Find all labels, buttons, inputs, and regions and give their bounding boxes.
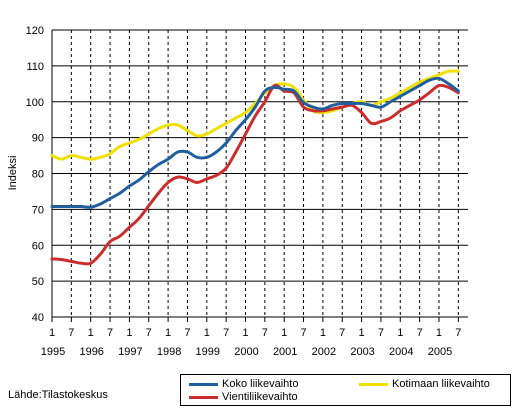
series-line-koko: [50, 76, 460, 209]
series-layer: [50, 69, 460, 266]
y-tick-label: 60: [32, 240, 44, 252]
x-year-label: 2005: [428, 346, 452, 358]
x-year-label: 1996: [79, 346, 103, 358]
x-year-label: 2001: [273, 346, 297, 358]
x-year-label: 2002: [312, 346, 336, 358]
x-year-label: 2003: [350, 346, 374, 358]
x-month-label: 1: [204, 327, 210, 339]
y-tick-label: 50: [32, 276, 44, 288]
legend-label-koko: Koko liikevaihto: [222, 378, 299, 390]
legend-item-koko: Koko liikevaihto: [189, 378, 298, 390]
legend-label-vienti: Vientiliikevaihto: [222, 391, 298, 403]
x-month-label: 7: [184, 327, 190, 339]
grid-layer: [52, 29, 468, 318]
x-month-label: 1: [242, 327, 248, 339]
x-month-label: 7: [378, 327, 384, 339]
series-line-vienti: [50, 83, 460, 266]
x-month-label: 7: [339, 327, 345, 339]
x-month-label: 7: [262, 327, 268, 339]
legend-item-kotimaan: Kotimaan liikevaihto: [359, 378, 490, 390]
x-year-label: 1995: [41, 346, 65, 358]
legend-swatch-koko: [189, 382, 218, 386]
legend-swatch-vienti: [189, 395, 218, 399]
x-year-label: 1997: [118, 346, 142, 358]
chart-legend: Koko liikevaihto Vientiliikevaihto Kotim…: [180, 374, 511, 406]
x-month-label: 1: [359, 327, 365, 339]
y-tick-label: 90: [32, 133, 44, 145]
x-month-label: 7: [146, 327, 152, 339]
y-axis: 40 50 60 70 80 90 100 110 120: [26, 25, 53, 324]
x-month-label: 7: [68, 327, 74, 339]
y-tick-label: 100: [26, 97, 44, 109]
x-month-label: 7: [455, 327, 461, 339]
y-axis-title: Indeksi: [7, 156, 19, 191]
x-month-label: 7: [223, 327, 229, 339]
x-year-label: 1999: [196, 346, 220, 358]
x-month-label: 1: [436, 327, 442, 339]
x-year-label: 2000: [234, 346, 258, 358]
legend-item-vienti: Vientiliikevaihto: [189, 391, 298, 403]
y-tick-label: 110: [26, 61, 44, 73]
x-year-label: 1998: [157, 346, 181, 358]
x-month-label: 7: [300, 327, 306, 339]
x-month-label: 1: [126, 327, 132, 339]
x-year-label: 2004: [389, 346, 413, 358]
x-month-label: 1: [165, 327, 171, 339]
y-tick-label: 120: [26, 25, 44, 37]
legend-label-kotimaan: Kotimaan liikevaihto: [392, 378, 490, 390]
x-month-label: 7: [107, 327, 113, 339]
y-tick-label: 70: [32, 204, 44, 216]
x-month-label: 1: [49, 327, 55, 339]
x-month-label: 7: [417, 327, 423, 339]
source-label: Lähde:Tilastokeskus: [8, 389, 108, 401]
x-month-label: 1: [320, 327, 326, 339]
x-month-label: 1: [281, 327, 287, 339]
series-line-kotimaan: [50, 69, 460, 161]
x-month-label: 1: [88, 327, 94, 339]
y-tick-label: 40: [32, 312, 44, 324]
x-month-label: 1: [397, 327, 403, 339]
y-tick-label: 80: [32, 169, 44, 181]
legend-swatch-kotimaan: [359, 382, 388, 386]
